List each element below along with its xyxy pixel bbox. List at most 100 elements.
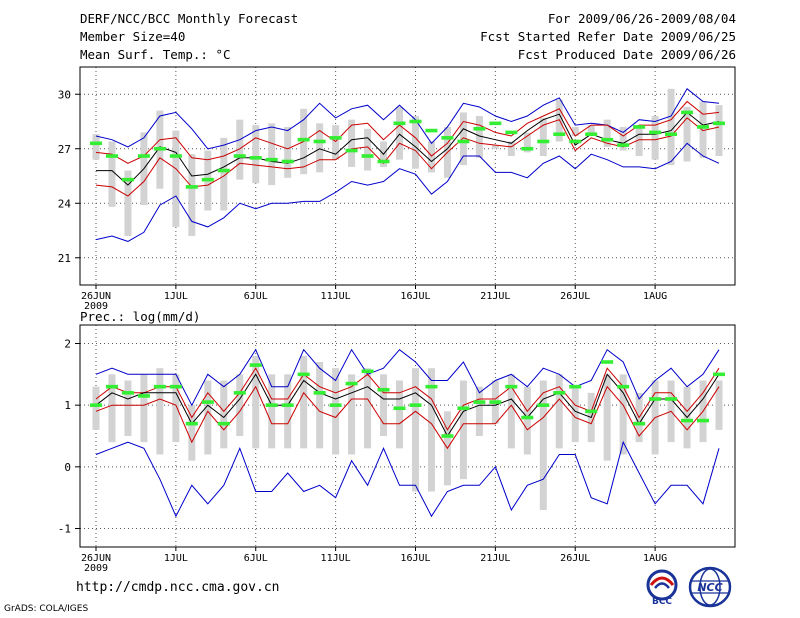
ensemble-marker [90,403,102,407]
x-tick-label: 21JUL [480,553,510,564]
spread-bar [411,368,419,492]
spread-bar [268,374,276,449]
ncc-logo-text: NCC [697,581,722,594]
x-tick-label: 11JUL [321,291,351,302]
spread-bar [475,386,483,436]
ensemble-marker [649,397,662,401]
bcc-logo: BCC [646,569,678,607]
ensemble-marker [665,132,678,137]
series-upper-line [95,367,720,431]
ensemble-marker [585,132,598,137]
spread-bar [571,386,579,443]
ensemble-marker [489,400,502,404]
ensemble-marker [361,369,374,374]
ensemble-marker [409,119,422,124]
ensemble-marker [633,421,646,426]
spread-bar [683,106,691,162]
y-tick-label: 21 [58,252,71,265]
plot-frame-prec [79,324,736,548]
ensemble-marker [377,159,390,164]
ensemble-marker [681,418,694,423]
x-tick-label: 1AUG [643,553,667,564]
spread-bar [364,128,372,171]
spread-bar [411,116,419,169]
spread-bar [715,380,723,430]
ensemble-marker [697,125,710,129]
ensemble-marker [185,421,198,426]
y-tick-label: -1 [58,523,71,536]
ensemble-marker [441,434,454,438]
x-tick-label: 26JUN [81,553,111,564]
x-tick-label: 16JUL [400,553,430,564]
ensemble-marker [425,384,438,389]
spread-bar [491,145,499,149]
spread-bar [284,374,292,449]
ensemble-marker [425,128,438,133]
bcc-logo-text: BCC [652,597,672,607]
refer-date: Fcst Started Refer Date 2009/06/25 [480,29,736,44]
ensemble-marker [361,154,374,158]
prec-panel-title: Prec.: log(mm/d) [80,309,200,324]
spread-bar [124,380,132,436]
ensemble-marker [345,381,358,386]
spread-bar [396,380,404,449]
spread-bar [108,374,116,443]
series-max-line [95,348,720,407]
ensemble-marker [393,406,406,411]
x-tick-label: 26JUN [81,291,111,302]
ensemble-marker [281,159,294,164]
ensemble-marker [137,154,150,158]
ensemble-marker [633,125,646,129]
ensemble-marker [537,139,550,144]
ensemble-marker [553,391,566,395]
spread-bar [236,119,244,180]
spread-bar [156,368,164,455]
ensemble-marker [201,177,214,182]
series-upper-line [95,100,720,164]
ensemble-marker [329,403,342,407]
spread-bar [539,380,547,510]
spread-bar [92,386,100,430]
ensemble-marker [313,391,326,395]
spread-bar [188,405,196,461]
ensemble-marker [265,157,278,162]
spread-bar [172,374,180,443]
ncc-logo: NCC [688,566,732,608]
ensemble-marker [441,136,454,140]
ensemble-marker [569,139,582,144]
spread-bar [507,374,515,449]
ensemble-marker [233,391,246,395]
ensemble-marker [601,137,614,142]
series-mean-line [96,111,720,186]
ensemble-marker [521,146,534,151]
series-lower-line [95,117,720,197]
x-tick-label: 21JUL [480,291,510,302]
spread-bar [172,130,180,227]
ensemble-marker [121,177,134,182]
x-tick-label: 1JUL [164,553,188,564]
ensemble-marker [649,130,662,135]
spread-bar [316,123,324,173]
spread-bar [236,374,244,436]
member-size: Member Size=40 [80,29,186,44]
x-tick-label: 16JUL [400,291,430,302]
ensemble-marker [169,384,182,389]
ensemble-marker [457,406,470,411]
spread-bar [124,170,132,236]
series-lower-line [95,385,720,450]
ensemble-marker [105,384,118,389]
ensemble-marker [505,130,518,135]
ensemble-marker [153,384,166,389]
series-min-line [95,142,720,242]
spread-bar [715,105,723,157]
ensemble-marker [681,110,694,115]
spread-bar [507,141,515,157]
source-url[interactable]: http://cmdp.ncc.cma.gov.cn [76,580,280,595]
ensemble-marker [169,154,182,158]
ensemble-marker [185,185,198,189]
ensemble-marker [473,400,486,404]
y-tick-label: 1 [64,399,71,412]
spread-bar [252,125,260,184]
ensemble-marker [265,403,278,407]
spread-bar [252,355,260,449]
